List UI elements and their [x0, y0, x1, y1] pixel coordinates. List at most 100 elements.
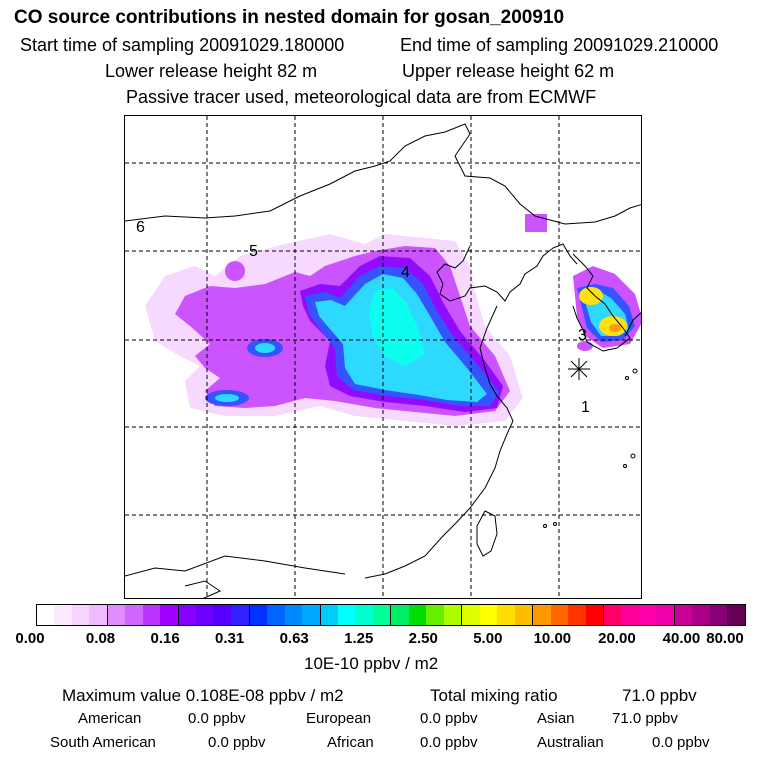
hainan-coast — [184, 580, 222, 598]
coastline — [364, 305, 514, 579]
coastline-layer — [125, 123, 641, 598]
color-swatch — [196, 605, 214, 625]
color-swatch — [479, 605, 498, 625]
australian-label: Australian — [537, 734, 604, 751]
border-line — [125, 555, 346, 577]
color-scale-tick-label: 2.50 — [408, 630, 438, 647]
total-mixing-ratio-value: 71.0 ppbv — [622, 686, 697, 705]
color-swatch — [337, 605, 356, 625]
asian-label: Asian — [537, 710, 575, 727]
color-swatch — [142, 605, 161, 625]
color-swatch — [497, 605, 515, 625]
region-label-6: 6 — [136, 219, 145, 236]
color-swatch — [302, 605, 321, 625]
color-swatch — [709, 605, 728, 625]
color-swatch — [674, 605, 693, 625]
color-scale-tick-label: 0.00 — [15, 630, 45, 647]
color-swatch — [178, 605, 197, 625]
color-swatch — [160, 605, 179, 625]
japan-coast — [624, 312, 641, 337]
african-label: African — [327, 734, 374, 751]
region-label-3: 3 — [578, 327, 587, 344]
color-scale-tick-label: 0.63 — [279, 630, 309, 647]
korea-coast — [572, 253, 631, 352]
color-swatch — [213, 605, 232, 625]
color-swatch — [727, 605, 745, 625]
african-value: 0.0 ppbv — [420, 734, 478, 751]
color-swatch — [568, 605, 586, 625]
color-swatch — [621, 605, 639, 625]
source-contribution-map: 1 3 4 5 6 — [124, 115, 642, 599]
color-swatch — [426, 605, 444, 625]
color-scale-tick-label: 5.00 — [473, 630, 503, 647]
island — [623, 464, 627, 468]
color-swatch — [231, 605, 250, 625]
color-swatch — [284, 605, 303, 625]
plume-patch — [225, 261, 245, 281]
lower-release-height: Lower release height 82 m — [105, 61, 318, 81]
color-scale-tick-label: 80.00 — [706, 630, 744, 647]
color-swatch — [89, 605, 108, 625]
region-label-1: 1 — [581, 399, 590, 416]
plot-title: CO source contributions in nested domain… — [14, 7, 565, 28]
american-value: 0.0 ppbv — [188, 710, 246, 727]
color-swatch — [71, 605, 90, 625]
color-swatch — [320, 605, 338, 625]
color-swatch — [514, 605, 534, 625]
color-scale-tick-label: 10.00 — [533, 630, 572, 647]
color-scale-ticks: 0.00 0.08 0.16 0.31 0.63 1.25 2.50 5.00 10.00 20.… — [0, 630, 768, 650]
color-scale-unit: 10E-10 ppbv / m2 — [304, 654, 439, 673]
island — [630, 453, 636, 459]
color-swatch — [585, 605, 604, 625]
map-grid — [125, 116, 641, 598]
tracer-note: Passive tracer used, meteorological data… — [126, 87, 597, 107]
color-scale-tick-label: 1.25 — [344, 630, 374, 647]
color-swatch — [604, 605, 622, 625]
color-swatch — [249, 605, 268, 625]
color-swatch — [443, 605, 463, 625]
color-swatch — [107, 605, 126, 625]
south-american-label: South American — [50, 734, 156, 751]
asterisk-stroke — [570, 360, 588, 378]
plume-korea-yellow — [579, 287, 603, 305]
region-label-5: 5 — [249, 243, 258, 260]
color-scale-tick-label: 0.08 — [85, 630, 116, 647]
map-canvas: 1 3 4 5 6 — [125, 116, 641, 598]
color-swatch — [355, 605, 373, 625]
color-swatch — [462, 605, 480, 625]
island — [553, 522, 557, 526]
total-mixing-ratio-label: Total mixing ratio — [430, 686, 558, 705]
sampling-end-time: End time of sampling 20091029.210000 — [400, 35, 719, 55]
coastline — [436, 243, 578, 302]
color-swatch — [125, 605, 143, 625]
color-swatch — [267, 605, 285, 625]
maximum-value: Maximum value 0.108E-08 ppbv / m2 — [62, 686, 344, 705]
color-swatch — [638, 605, 657, 625]
color-scale-tick-label: 40.00 — [662, 630, 701, 647]
coastline — [125, 123, 641, 225]
plume-patch — [255, 343, 275, 353]
south-american-value: 0.0 ppbv — [208, 734, 266, 751]
european-value: 0.0 ppbv — [420, 710, 478, 727]
australian-value: 0.0 ppbv — [652, 734, 710, 751]
sampling-start-time: Start time of sampling 20091029.180000 — [20, 35, 345, 55]
color-swatch — [550, 605, 569, 625]
color-scale-tick-label: 0.16 — [150, 630, 180, 647]
color-scale-tick-label: 0.31 — [215, 630, 245, 647]
color-swatch — [656, 605, 675, 625]
island — [543, 524, 547, 528]
region-label-4: 4 — [401, 264, 410, 281]
american-label: American — [78, 710, 142, 727]
plume-patch — [525, 214, 547, 232]
color-scale-tick-label: 20.00 — [598, 630, 636, 647]
color-swatch — [37, 605, 55, 625]
island — [632, 368, 638, 374]
color-swatch — [533, 605, 551, 625]
color-swatch — [391, 605, 409, 625]
asian-value: 71.0 ppbv — [612, 710, 678, 727]
color-scale-bar — [36, 604, 746, 626]
european-label: European — [306, 710, 372, 727]
taiwan-coast — [476, 510, 498, 557]
upper-release-height: Upper release height 62 m — [402, 61, 615, 81]
plume-patch — [215, 394, 239, 402]
